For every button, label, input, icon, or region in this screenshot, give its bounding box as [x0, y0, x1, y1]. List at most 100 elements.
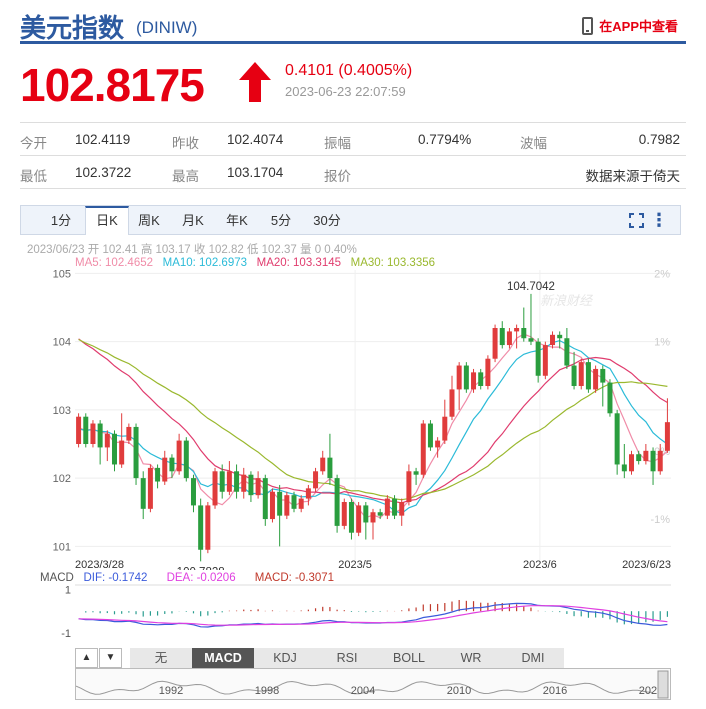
- candle-body: [111, 433, 117, 465]
- stat-label: 最高: [172, 169, 199, 184]
- candle-body: [506, 331, 512, 346]
- candle-body: [427, 423, 433, 448]
- phone-icon: [582, 16, 594, 35]
- candle-body: [198, 505, 204, 550]
- year-label: 1998: [255, 685, 279, 697]
- candle-body: [76, 416, 82, 444]
- x-tick-label: 2023/5: [338, 559, 372, 570]
- min-annotation: 100.7828: [177, 566, 225, 570]
- range-handle: [657, 670, 669, 699]
- candle-body: [190, 478, 196, 506]
- y-tick-label: 105: [53, 270, 71, 280]
- candle-body: [456, 365, 462, 390]
- open-in-app-link[interactable]: 在APP中查看: [582, 16, 678, 35]
- macd-title: MACD: [40, 572, 74, 584]
- y-tick-label: 103: [53, 405, 71, 417]
- candlestick-chart[interactable]: 1051041031021012%1%0%-1%新浪财经104.7042100.…: [0, 270, 706, 570]
- ma30-line: [78, 338, 668, 501]
- up-arrow-icon: [239, 62, 271, 102]
- indicator-dmi[interactable]: DMI: [502, 648, 565, 668]
- candle-body: [205, 505, 211, 550]
- candle-body: [176, 440, 182, 472]
- candle-body: [650, 450, 656, 472]
- indicator-boll[interactable]: BOLL: [378, 648, 441, 668]
- candle-body: [305, 488, 311, 499]
- ma20-line: [78, 338, 668, 504]
- candle-body: [162, 457, 168, 482]
- candle-body: [248, 474, 254, 496]
- stat-label: 今开: [20, 136, 47, 151]
- indicator-wr[interactable]: WR: [440, 648, 503, 668]
- candle-body: [492, 328, 498, 359]
- candle-body: [643, 450, 649, 462]
- tab-daily-k[interactable]: 日K: [85, 206, 129, 235]
- candle-body: [593, 368, 599, 390]
- candle-body: [557, 334, 563, 339]
- indicator-macd[interactable]: MACD: [192, 648, 255, 668]
- candle-body: [241, 474, 247, 492]
- candle-body: [90, 423, 96, 444]
- overview-line: [76, 680, 653, 695]
- candle-body: [542, 345, 548, 376]
- candle-body: [262, 478, 268, 520]
- candle-body: [550, 334, 556, 346]
- open-in-app-label: 在APP中查看: [599, 19, 678, 34]
- indicator-rsi[interactable]: RSI: [316, 648, 379, 668]
- candle-body: [255, 478, 261, 496]
- macd-chart[interactable]: 1 -1: [0, 584, 706, 646]
- pct-tick-label: 1%: [654, 337, 670, 349]
- candle-body: [399, 502, 405, 516]
- candle-body: [169, 457, 175, 472]
- indicator-none[interactable]: 无: [130, 648, 193, 668]
- candle-body: [657, 450, 663, 472]
- indicator-kdj[interactable]: KDJ: [254, 648, 317, 668]
- candle-body: [442, 416, 448, 441]
- candle-body: [327, 457, 333, 479]
- y-tick-label: 101: [53, 541, 71, 553]
- period-tabs: 1分 日K 周K 月K 年K 5分 30分 ⋮: [20, 205, 681, 235]
- ma-legend: MA5: 102.4652 MA10: 102.6973 MA20: 103.3…: [75, 257, 435, 269]
- candle-body: [514, 328, 520, 332]
- scroll-up-button[interactable]: ▲: [75, 648, 98, 668]
- tab-yearly-k[interactable]: 年K: [226, 213, 248, 228]
- candle-body: [607, 382, 613, 414]
- candle-body: [449, 389, 455, 417]
- stat-label: 昨收: [172, 136, 199, 151]
- fullscreen-icon[interactable]: [629, 213, 644, 228]
- more-vertical-icon[interactable]: ⋮: [650, 210, 668, 230]
- tab-5min[interactable]: 5分: [270, 213, 292, 228]
- tab-monthly-k[interactable]: 月K: [182, 213, 204, 228]
- stat-value: 102.4119: [75, 132, 131, 147]
- dif-label: DIF: -0.1742: [83, 572, 148, 584]
- candle-body: [126, 426, 132, 441]
- candle-info: 2023/06/23 开 102.41 高 103.17 收 102.82 低 …: [27, 244, 357, 256]
- stat-label: 波幅: [520, 136, 547, 151]
- candle-body: [629, 454, 635, 472]
- candle-body: [356, 505, 362, 533]
- stat-label: 最低: [20, 169, 47, 184]
- candle-body: [119, 440, 125, 465]
- candle-body: [219, 471, 225, 492]
- candle-body: [578, 362, 584, 386]
- tab-weekly-k[interactable]: 周K: [138, 213, 160, 228]
- tab-30min[interactable]: 30分: [313, 213, 341, 228]
- candle-body: [413, 471, 419, 475]
- candle-body: [406, 471, 412, 502]
- candle-body: [140, 478, 146, 509]
- pct-tick-label: 2%: [654, 270, 670, 280]
- price-change: 0.4101 (0.4005%): [285, 62, 413, 79]
- scroll-down-button[interactable]: ▼: [99, 648, 122, 668]
- candle-body: [183, 440, 189, 479]
- macd-y-tick: 1: [65, 584, 71, 596]
- macd-y-tick: -1: [61, 628, 71, 640]
- candle-body: [284, 495, 290, 516]
- candle-body: [420, 423, 426, 475]
- tab-1min[interactable]: 1分: [50, 213, 72, 228]
- candle-body: [614, 413, 620, 465]
- candle-body: [363, 505, 369, 523]
- x-tick-label: 2023/6: [523, 559, 557, 570]
- y-tick-label: 102: [53, 473, 71, 485]
- range-navigator[interactable]: 1992 1998 2004 2010 2016 2022: [75, 668, 671, 700]
- candle-body: [147, 467, 153, 509]
- ma5-label: MA5: 102.4652: [75, 257, 154, 269]
